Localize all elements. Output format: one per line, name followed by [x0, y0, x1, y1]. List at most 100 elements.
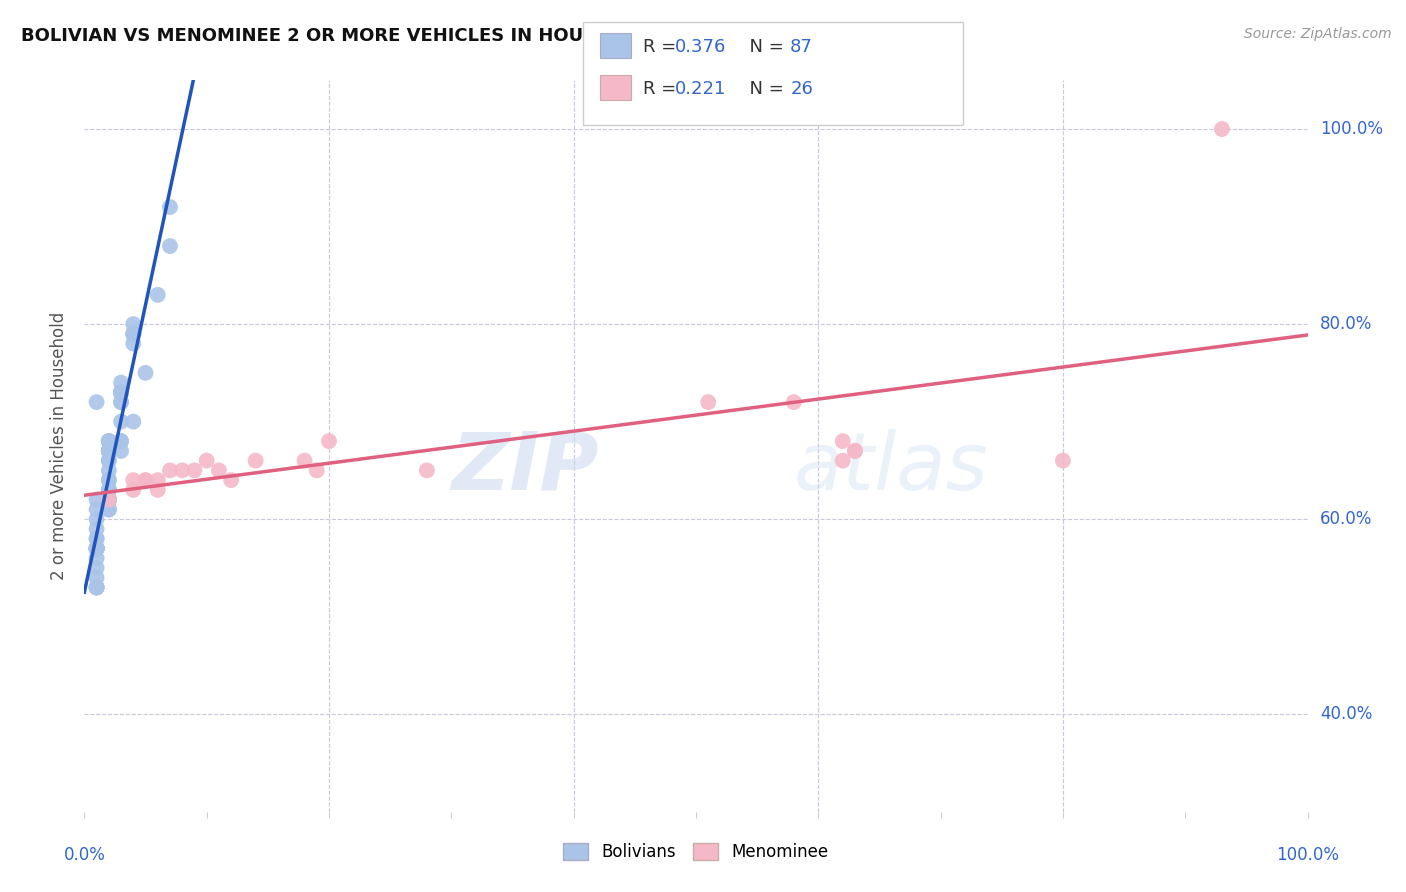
Point	[122, 326, 145, 341]
Point	[146, 288, 169, 302]
Point	[97, 434, 120, 449]
Point	[86, 581, 108, 595]
Point	[159, 463, 181, 477]
Point	[86, 541, 108, 556]
Point	[110, 395, 132, 409]
Text: Source: ZipAtlas.com: Source: ZipAtlas.com	[1244, 27, 1392, 41]
Point	[97, 492, 120, 507]
Point	[97, 502, 120, 516]
Point	[159, 239, 181, 253]
Text: 100.0%: 100.0%	[1277, 846, 1339, 863]
Point	[110, 385, 132, 400]
Point	[110, 434, 132, 449]
Point	[110, 376, 132, 390]
Point	[110, 385, 132, 400]
Point	[195, 453, 218, 467]
Point	[844, 443, 866, 458]
Point	[97, 473, 120, 487]
Point	[208, 463, 231, 477]
Point	[86, 541, 108, 556]
Point	[86, 581, 108, 595]
Point	[110, 385, 132, 400]
Point	[831, 453, 853, 467]
Point	[97, 443, 120, 458]
Text: 26: 26	[790, 80, 813, 98]
Point	[110, 385, 132, 400]
Point	[110, 385, 132, 400]
Point	[86, 561, 108, 575]
Point	[110, 395, 132, 409]
Point	[97, 502, 120, 516]
Text: 100.0%: 100.0%	[1320, 120, 1384, 138]
Point	[318, 434, 340, 449]
Point	[110, 385, 132, 400]
Point	[122, 483, 145, 497]
Point	[294, 453, 316, 467]
Point	[97, 463, 120, 477]
Point	[86, 541, 108, 556]
Point	[219, 473, 242, 487]
Point	[97, 492, 120, 507]
Point	[97, 443, 120, 458]
Legend: Bolivians, Menominee: Bolivians, Menominee	[555, 834, 837, 869]
Text: BOLIVIAN VS MENOMINEE 2 OR MORE VEHICLES IN HOUSEHOLD CORRELATION CHART: BOLIVIAN VS MENOMINEE 2 OR MORE VEHICLES…	[21, 27, 886, 45]
Point	[135, 366, 157, 380]
Point	[86, 581, 108, 595]
Point	[146, 473, 169, 487]
Point	[122, 317, 145, 331]
Point	[86, 532, 108, 546]
Point	[97, 443, 120, 458]
Point	[86, 522, 108, 536]
Point	[172, 463, 194, 477]
Point	[110, 385, 132, 400]
Text: 40.0%: 40.0%	[1320, 706, 1372, 723]
Point	[97, 492, 120, 507]
Text: 87: 87	[790, 38, 813, 56]
Point	[97, 483, 120, 497]
Point	[305, 463, 328, 477]
Text: atlas: atlas	[794, 429, 988, 507]
Point	[146, 483, 169, 497]
Point	[110, 415, 132, 429]
Point	[86, 541, 108, 556]
Text: 0.221: 0.221	[675, 80, 727, 98]
Point	[1211, 122, 1233, 136]
Point	[97, 483, 120, 497]
Point	[122, 326, 145, 341]
Point	[97, 434, 120, 449]
Point	[97, 473, 120, 487]
Point	[159, 200, 181, 214]
Text: R =: R =	[643, 80, 682, 98]
Point	[122, 336, 145, 351]
Text: 80.0%: 80.0%	[1320, 315, 1372, 333]
Text: 0.376: 0.376	[675, 38, 727, 56]
Point	[122, 473, 145, 487]
Point	[97, 492, 120, 507]
Point	[97, 492, 120, 507]
Point	[86, 541, 108, 556]
Point	[86, 541, 108, 556]
Point	[110, 385, 132, 400]
Point	[86, 541, 108, 556]
Point	[97, 483, 120, 497]
Point	[97, 492, 120, 507]
Point	[97, 453, 120, 467]
Point	[86, 502, 108, 516]
Point	[86, 581, 108, 595]
Point	[122, 326, 145, 341]
Point	[110, 385, 132, 400]
Point	[97, 443, 120, 458]
Point	[97, 434, 120, 449]
Point	[97, 502, 120, 516]
Point	[97, 443, 120, 458]
Point	[97, 434, 120, 449]
Text: R =: R =	[643, 38, 682, 56]
Point	[86, 571, 108, 585]
Point	[97, 483, 120, 497]
Point	[110, 443, 132, 458]
Point	[110, 385, 132, 400]
Text: N =: N =	[738, 80, 790, 98]
Point	[86, 512, 108, 526]
Point	[135, 473, 157, 487]
Point	[135, 473, 157, 487]
